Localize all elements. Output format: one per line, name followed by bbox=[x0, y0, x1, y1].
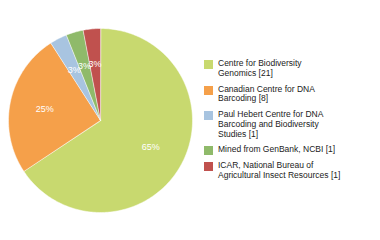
svg-text:3%: 3% bbox=[77, 60, 91, 71]
html-text:Paul Hebert Centre for DNA Bar: Paul Hebert Centre for DNA Barcoding and… bbox=[218, 109, 324, 139]
svg-text:3%: 3% bbox=[67, 64, 81, 75]
svg-text:65%: 65% bbox=[142, 142, 160, 152]
svg-text:3%: 3% bbox=[89, 59, 102, 69]
html-text:Canadian Centre for DNA Barcod: Canadian Centre for DNA Barcoding [8] bbox=[218, 83, 315, 104]
html-text:ICAR, National Bureau of Agric: ICAR, National Bureau of Agricultural In… bbox=[218, 160, 341, 181]
svg-text:25%: 25% bbox=[36, 104, 54, 114]
html-text:Mined from GenBank, NCBI [1]: Mined from GenBank, NCBI [1] bbox=[218, 144, 336, 155]
html-text:Centre for Biodiversity Genomi: Centre for Biodiversity Genomics [21] bbox=[218, 58, 302, 78]
